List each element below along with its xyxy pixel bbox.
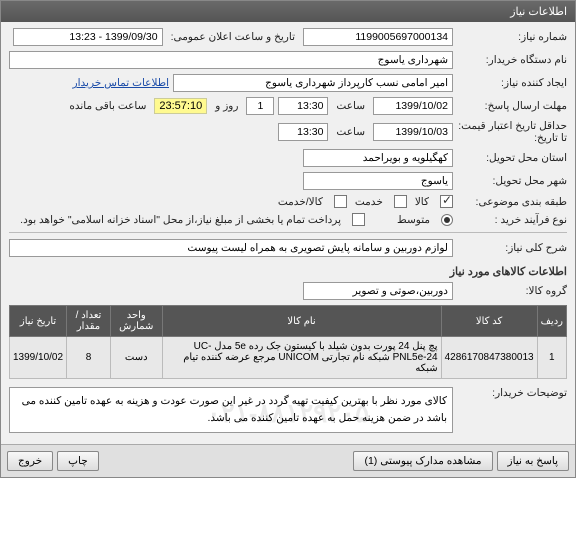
td-name: پچ پنل 24 پورت بدون شیلد با کیستون جک رد… xyxy=(162,337,441,379)
field-req-no: 1199005697000134 xyxy=(303,28,453,46)
field-main-desc: لوازم دوربین و سامانه پایش تصویری به همر… xyxy=(9,239,453,257)
label-resp-deadline: مهلت ارسال پاسخ: xyxy=(457,100,567,112)
th-qty: تعداد / مقدار xyxy=(67,306,111,337)
label-category: طبقه بندی موضوعی: xyxy=(457,196,567,208)
label-khadmat: خدمت xyxy=(355,196,383,208)
field-pub-date: 1399/09/30 - 13:23 xyxy=(13,28,163,46)
section-items-info: اطلاعات کالاهای مورد نیاز xyxy=(9,265,567,278)
label-province: استان محل تحویل: xyxy=(457,152,567,164)
th-date: تاریخ نیاز xyxy=(10,306,67,337)
label-saat1: ساعت xyxy=(336,100,365,112)
th-idx: ردیف xyxy=(537,306,566,337)
table-header-row: ردیف کد کالا نام کالا واحد شمارش تعداد /… xyxy=(10,306,567,337)
footer-bar: پاسخ به نیاز مشاهده مدارک پیوستی (1) چاپ… xyxy=(1,444,575,477)
table-row: 1 4286170847380013 پچ پنل 24 پورت بدون ش… xyxy=(10,337,567,379)
label-city: شهر محل تحویل: xyxy=(457,175,567,187)
label-item-group: گروه کالا: xyxy=(457,285,567,297)
th-unit: واحد شمارش xyxy=(110,306,162,337)
field-price-date: 1399/10/03 xyxy=(373,123,453,141)
print-button[interactable]: چاپ xyxy=(57,451,99,471)
label-kala: کالا xyxy=(415,196,429,208)
label-creator: ایجاد کننده نیاز: xyxy=(457,77,567,89)
label-pub-date: تاریخ و ساعت اعلان عمومی: xyxy=(171,31,295,43)
field-price-time: 13:30 xyxy=(278,123,328,141)
content-area: شماره نیاز: 1199005697000134 تاریخ و ساع… xyxy=(1,22,575,444)
chk-kala-khadmat[interactable] xyxy=(334,195,347,208)
label-partial-pay: پرداخت تمام یا بخشی از مبلغ نیاز،از محل … xyxy=(13,214,341,226)
field-city: یاسوج xyxy=(303,172,453,190)
field-province: کهگیلویه و بویراحمد xyxy=(303,149,453,167)
td-qty: 8 xyxy=(67,337,111,379)
td-code: 4286170847380013 xyxy=(441,337,537,379)
window-titlebar: اطلاعات نیاز xyxy=(1,1,575,22)
window-title: اطلاعات نیاز xyxy=(510,6,567,18)
field-item-group: دوربین،صوتی و تصویر xyxy=(303,282,453,300)
chk-khadmat[interactable] xyxy=(394,195,407,208)
label-req-no: شماره نیاز: xyxy=(457,31,567,43)
chk-kala[interactable] xyxy=(440,195,453,208)
label-saat2: ساعت xyxy=(336,126,365,138)
td-unit: دست xyxy=(110,337,162,379)
field-buyer-notes: کالای مورد نظر با بهترین کیفیت تهیه گردد… xyxy=(9,387,453,433)
field-resp-date: 1399/10/02 xyxy=(373,97,453,115)
label-main-desc: شرح کلی نیاز: xyxy=(457,242,567,254)
label-purchase-type: نوع فرآیند خرید : xyxy=(457,214,567,226)
label-buyer-notes: توضیحات خریدار: xyxy=(457,387,567,399)
field-buyer-org: شهرداری یاسوج xyxy=(9,51,453,69)
th-code: کد کالا xyxy=(441,306,537,337)
label-rooz: روز و xyxy=(215,100,238,112)
label-remaining: ساعت باقی مانده xyxy=(69,100,146,112)
label-kala-khadmat: کالا/خدمت xyxy=(278,196,323,208)
attachments-button[interactable]: مشاهده مدارک پیوستی (1) xyxy=(353,451,492,471)
info-window: اطلاعات نیاز شماره نیاز: 119900569700013… xyxy=(0,0,576,478)
label-medium: متوسط xyxy=(397,214,430,226)
back-button[interactable]: پاسخ به نیاز xyxy=(497,451,569,471)
contact-link[interactable]: اطلاعات تماس خریدار xyxy=(73,77,169,89)
td-date: 1399/10/02 xyxy=(10,337,67,379)
label-buyer-org: نام دستگاه خریدار: xyxy=(457,54,567,66)
exit-button[interactable]: خروج xyxy=(7,451,53,471)
radio-medium[interactable] xyxy=(441,214,453,226)
field-creator: امیر امامی نسب کارپرداز شهرداری یاسوج xyxy=(173,74,453,92)
th-name: نام کالا xyxy=(162,306,441,337)
field-resp-time: 13:30 xyxy=(278,97,328,115)
chk-partial-pay[interactable] xyxy=(352,213,365,226)
items-table: ردیف کد کالا نام کالا واحد شمارش تعداد /… xyxy=(9,305,567,379)
field-time-left: 23:57:10 xyxy=(154,98,207,114)
field-days-left: 1 xyxy=(246,97,274,115)
td-idx: 1 xyxy=(537,337,566,379)
label-price-valid: حداقل تاریخ اعتبار قیمت: تا تاریخ: xyxy=(457,120,567,144)
